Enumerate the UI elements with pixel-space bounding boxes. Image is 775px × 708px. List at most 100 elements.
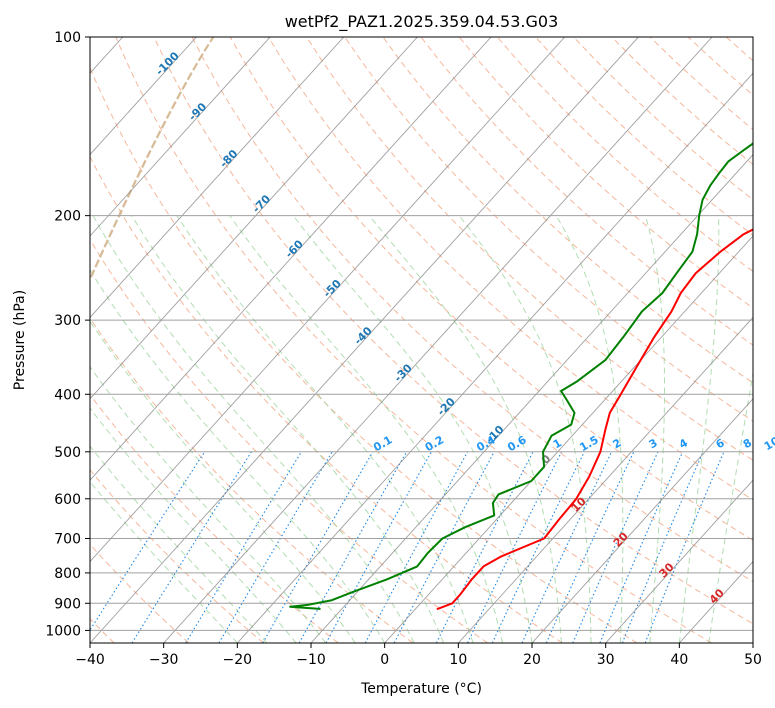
mixing-ratio-label: 0.1 [371,433,394,454]
mixing-ratio-label: 4 [677,436,690,451]
isotherm-line [163,37,713,643]
y-tick-label: 400 [54,387,81,403]
isotherm-label: -90 [186,100,209,123]
y-tick-label: 600 [54,492,81,508]
dry-adiabat-line [267,37,753,501]
mixing-ratio-label: 10 [762,434,775,453]
dry-adiabat-line [649,37,753,131]
x-tick-label: 10 [449,652,467,668]
moist-adiabat-line [90,320,356,643]
mixing-ratio-label: 0.2 [423,433,446,454]
isotherm-line [90,37,271,237]
dry-adiabat-line [306,37,753,461]
outer-arc-line [90,37,215,282]
mixing-ratio-line [185,451,302,643]
isotherm-line [90,37,345,319]
x-tick-label: −30 [149,652,179,668]
y-tick-label: 700 [54,532,81,548]
x-tick-label: −40 [75,652,105,668]
mixing-ratio-line [393,451,495,643]
moist-adiabat-line [458,215,592,643]
dry-adiabat-line [458,37,753,309]
y-tick-label: 200 [54,209,81,225]
moist-adiabat-line [708,370,753,643]
isotherm-line [236,72,753,643]
x-tick-label: 50 [744,652,762,668]
mixing-ratio-label: 6 [714,436,727,451]
isotherm-line [90,37,639,643]
isotherm-line [384,235,753,643]
isotherm-line [90,37,418,400]
isotherm-label: 20 [611,529,631,549]
dry-adiabat-line [191,37,753,583]
chart-title: wetPf2_PAZ1.2025.359.04.53.G03 [285,12,559,32]
y-tick-label: 800 [54,566,81,582]
plot-frame [89,36,754,644]
isotherm-label: -100 [153,49,182,78]
isotherm-line [678,560,753,643]
dry-adiabat-line [90,238,488,643]
isotherm-line [310,153,753,643]
isotherm-label: -80 [217,147,240,170]
mixing-ratio-line [435,451,534,643]
x-tick-label: 20 [523,652,541,668]
dry-adiabat-line [382,37,753,384]
mixing-ratio-line [599,451,684,643]
mixing-ratio-line [131,451,252,643]
x-axis-label: Temperature (°C) [360,681,482,697]
dry-adiabat-line [611,37,753,165]
dry-adiabat-line [90,155,563,643]
isotherm-line [605,479,753,643]
moist-adiabat-line [90,365,327,643]
y-tick-label: 100 [54,30,81,46]
mixing-ratio-label: 2 [611,436,624,451]
dewpoint-profile-line [289,142,753,610]
dry-adiabat-line [115,37,712,643]
mixing-ratio-line [621,451,704,643]
dry-adiabat-line [573,37,753,201]
outer-arc-line [90,37,215,283]
mixing-ratio-label: 1 [551,436,564,451]
moist-adiabat-line [678,215,720,643]
isotherm-line [457,316,753,643]
x-tick-label: 30 [597,652,615,668]
mixing-ratio-line [491,451,585,643]
background-lines [90,37,775,643]
isotherm-label: -60 [283,237,306,260]
mixing-ratio-label: 1.5 [577,433,600,454]
x-tick-label: 0 [380,652,389,668]
isotherm-line [90,37,197,156]
moist-adiabat-line [92,215,415,643]
dry-adiabat-line [687,37,753,96]
dry-adiabat-line [90,393,339,643]
x-tick-label: −20 [223,652,253,668]
x-tick-label: −10 [296,652,326,668]
dry-adiabat-line [725,37,753,62]
mixing-ratio-line [467,451,563,643]
isotherm-line [90,37,492,481]
dry-adiabat-line [90,317,414,643]
x-tick-labels: −40 −30 −20 −10 0 10 20 30 40 50 [75,643,762,668]
moist-adiabat-line [90,407,297,643]
moist-adiabat-line [131,215,445,643]
isotherm-label: -40 [352,324,375,347]
y-axis-label: Pressure (hPa) [12,290,28,390]
moist-adiabat-line [90,268,386,643]
isotherm-label: 30 [657,560,677,580]
dry-adiabat-line [153,37,753,625]
series-layer [289,142,753,610]
dry-adiabat-line [496,37,753,272]
dry-adiabat-line [764,37,775,643]
mixing-ratio-line [364,451,469,643]
mixing-ratio-line [90,451,206,632]
moist-adiabat-line [645,215,665,643]
y-tick-label: 1000 [45,623,81,639]
isotherm-label: -50 [321,277,344,300]
isotherm-label: -20 [435,395,458,418]
mixing-ratio-line [325,451,432,643]
isotherm-label: -70 [250,192,273,215]
isotherm-line [531,398,753,643]
moist-adiabat-line [229,215,503,643]
moist-adiabat-line [90,445,268,643]
